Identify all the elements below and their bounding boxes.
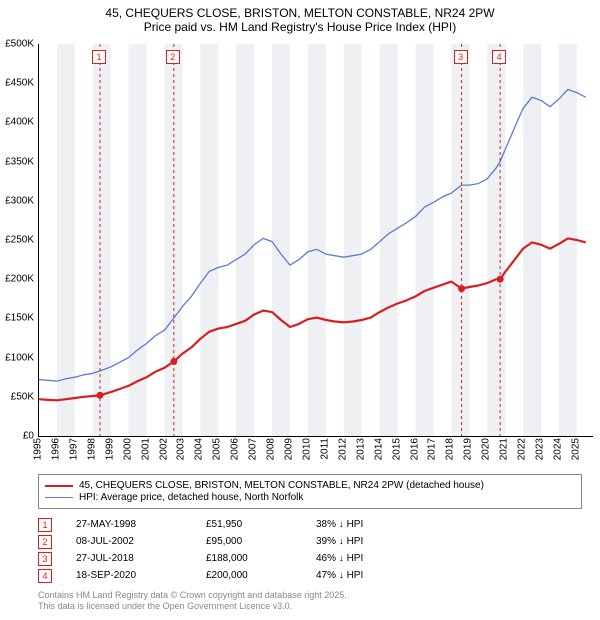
- footer-line1: Contains HM Land Registry data © Crown c…: [38, 590, 347, 601]
- sales-row-index: 3: [38, 552, 52, 566]
- ytick-label: £250K: [0, 235, 34, 246]
- footer-line2: This data is licensed under the Open Gov…: [38, 601, 347, 612]
- sales-row-index: 2: [38, 535, 52, 549]
- sales-row-date: 27-MAY-1998: [76, 519, 206, 530]
- xtick-label: 2000: [122, 438, 133, 460]
- sales-row-price: £51,950: [206, 519, 316, 530]
- sales-row-date: 08-JUL-2002: [76, 536, 206, 547]
- xtick-label: 1998: [86, 438, 97, 460]
- xtick-label: 2022: [517, 438, 528, 460]
- sales-row-date: 27-JUL-2018: [76, 553, 206, 564]
- xtick-label: 2012: [337, 438, 348, 460]
- xtick-label: 1996: [50, 438, 61, 460]
- sales-row-delta: 38% ↓ HPI: [316, 519, 416, 530]
- xtick-label: 1997: [68, 438, 79, 460]
- sales-table-row: 2 08-JUL-2002£95,00039% ↓ HPI: [38, 533, 416, 550]
- xtick-label: 2023: [535, 438, 546, 460]
- sale-marker-box: 3: [454, 50, 468, 64]
- xtick-label: 2015: [391, 438, 402, 460]
- xtick-label: 2024: [552, 438, 563, 460]
- sales-row-price: £95,000: [206, 536, 316, 547]
- xtick-label: 2014: [373, 438, 384, 460]
- chart-title: 45, CHEQUERS CLOSE, BRISTON, MELTON CONS…: [0, 0, 600, 34]
- sale-marker-box: 1: [92, 50, 106, 64]
- ytick-label: £400K: [0, 117, 34, 128]
- xtick-label: 2016: [409, 438, 420, 460]
- sales-row-price: £188,000: [206, 553, 316, 564]
- ytick-label: £450K: [0, 78, 34, 89]
- xtick-label: 2006: [230, 438, 241, 460]
- footer-attribution: Contains HM Land Registry data © Crown c…: [38, 590, 347, 613]
- xtick-label: 2018: [445, 438, 456, 460]
- sale-marker-box: 2: [166, 50, 180, 64]
- sales-row-index: 1: [38, 518, 52, 532]
- ytick-label: £350K: [0, 156, 34, 167]
- ytick-label: £150K: [0, 313, 34, 324]
- xtick-label: 2010: [301, 438, 312, 460]
- xtick-label: 2020: [481, 438, 492, 460]
- xtick-label: 2001: [140, 438, 151, 460]
- sales-row-delta: 39% ↓ HPI: [316, 536, 416, 547]
- sales-row-delta: 47% ↓ HPI: [316, 570, 416, 581]
- xtick-label: 2017: [427, 438, 438, 460]
- title-sub: Price paid vs. HM Land Registry's House …: [0, 20, 600, 34]
- sales-row-delta: 46% ↓ HPI: [316, 553, 416, 564]
- xtick-label: 1999: [104, 438, 115, 460]
- xtick-label: 2009: [284, 438, 295, 460]
- xtick-label: 2011: [319, 438, 330, 460]
- ytick-label: £50K: [0, 391, 34, 402]
- xtick-label: 2013: [355, 438, 366, 460]
- xtick-label: 2021: [499, 438, 510, 460]
- ytick-label: £200K: [0, 274, 34, 285]
- sales-table-row: 4 18-SEP-2020£200,00047% ↓ HPI: [38, 567, 416, 584]
- ytick-label: £100K: [0, 352, 34, 363]
- sales-table: 1 27-MAY-1998£51,95038% ↓ HPI 2 08-JUL-2002…: [38, 516, 416, 584]
- legend-swatch: [45, 497, 73, 498]
- ytick-label: £0: [0, 431, 34, 442]
- xtick-label: 2003: [176, 438, 187, 460]
- legend-label: 45, CHEQUERS CLOSE, BRISTON, MELTON CONS…: [79, 480, 484, 491]
- xtick-label: 2005: [212, 438, 223, 460]
- legend-swatch: [45, 485, 73, 487]
- xtick-label: 1995: [33, 438, 44, 460]
- sales-row-price: £200,000: [206, 570, 316, 581]
- sale-marker-box: 4: [492, 50, 506, 64]
- xtick-label: 2019: [463, 438, 474, 460]
- sales-table-row: 3 27-JUL-2018£188,00046% ↓ HPI: [38, 550, 416, 567]
- xtick-label: 2008: [266, 438, 277, 460]
- chart-root: 45, CHEQUERS CLOSE, BRISTON, MELTON CONS…: [0, 0, 600, 620]
- sales-row-index: 4: [38, 569, 52, 583]
- sales-row-date: 18-SEP-2020: [76, 570, 206, 581]
- title-address: 45, CHEQUERS CLOSE, BRISTON, MELTON CONS…: [0, 6, 600, 20]
- xtick-label: 2004: [194, 438, 205, 460]
- xtick-label: 2002: [158, 438, 169, 460]
- ytick-label: £500K: [0, 39, 34, 50]
- plot-svg: [39, 44, 593, 436]
- legend-label: HPI: Average price, detached house, Nort…: [79, 492, 303, 503]
- legend-row: 45, CHEQUERS CLOSE, BRISTON, MELTON CONS…: [45, 480, 575, 491]
- legend: 45, CHEQUERS CLOSE, BRISTON, MELTON CONS…: [38, 474, 582, 509]
- sales-table-row: 1 27-MAY-1998£51,95038% ↓ HPI: [38, 516, 416, 533]
- ytick-label: £300K: [0, 195, 34, 206]
- xtick-label: 2025: [570, 438, 581, 460]
- xtick-label: 2007: [248, 438, 259, 460]
- plot-area: [38, 44, 593, 437]
- legend-row: HPI: Average price, detached house, Nort…: [45, 492, 575, 503]
